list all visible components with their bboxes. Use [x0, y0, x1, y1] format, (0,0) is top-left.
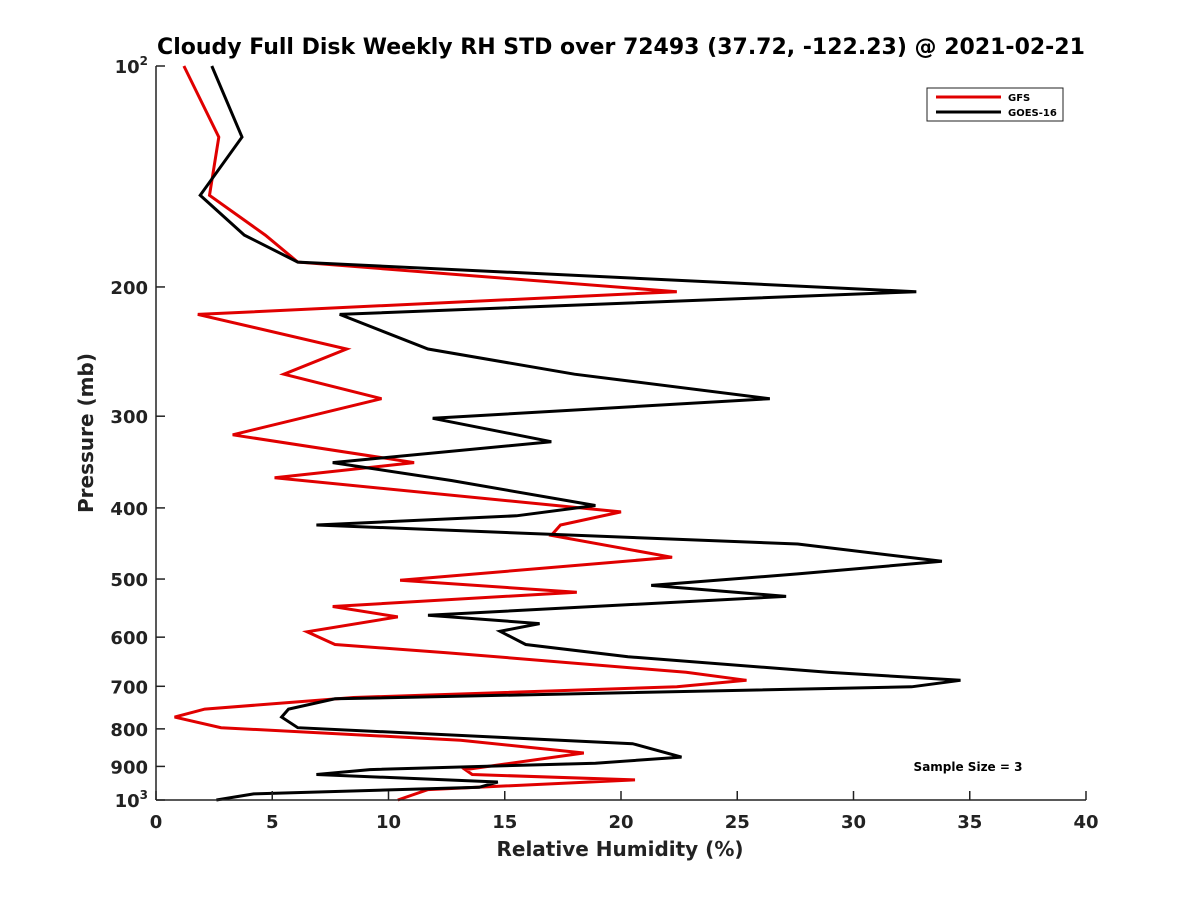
chart-title: Cloudy Full Disk Weekly RH STD over 7249…	[157, 35, 1085, 60]
y-tick-label: 200	[110, 278, 148, 299]
plot-lines	[174, 65, 961, 802]
y-tick-label: 800	[110, 720, 148, 741]
x-tick-label: 15	[492, 812, 517, 833]
y-tick-label: 700	[110, 677, 148, 698]
legend-label: GFS	[1008, 93, 1030, 104]
x-tick-label: 35	[957, 812, 982, 833]
legend: GFS GOES-16	[926, 87, 1064, 122]
y-tick-label: 103	[115, 788, 148, 812]
y-tick-label: 900	[110, 757, 148, 778]
legend-box	[926, 87, 1064, 122]
y-tick-label: 500	[110, 570, 148, 591]
x-tick-label: 20	[608, 812, 633, 833]
x-tick-label: 25	[725, 812, 750, 833]
x-tick-label: 30	[841, 812, 866, 833]
y-tick-label: 600	[110, 628, 148, 649]
legend-label: GOES-16	[1008, 108, 1057, 119]
x-tick-label: 0	[150, 812, 163, 833]
y-axis-label: Pressure (mb)	[74, 353, 98, 513]
y-axis-ticks: 102 200 300 400 500 600 700 800 900 103	[110, 54, 165, 812]
sample-size-annotation: Sample Size = 3	[914, 760, 1023, 774]
x-axis-ticks: 0 5 10 15 20 25 30 35 40	[150, 791, 1099, 833]
x-tick-label: 5	[266, 812, 279, 833]
x-axis-label: Relative Humidity (%)	[496, 837, 743, 861]
x-tick-label: 10	[376, 812, 401, 833]
y-tick-label: 300	[110, 407, 148, 428]
series-line-0	[174, 65, 747, 802]
x-tick-label: 40	[1073, 812, 1098, 833]
y-tick-label: 102	[115, 54, 148, 78]
y-tick-label: 400	[110, 499, 148, 520]
series-line-1	[198, 65, 961, 802]
